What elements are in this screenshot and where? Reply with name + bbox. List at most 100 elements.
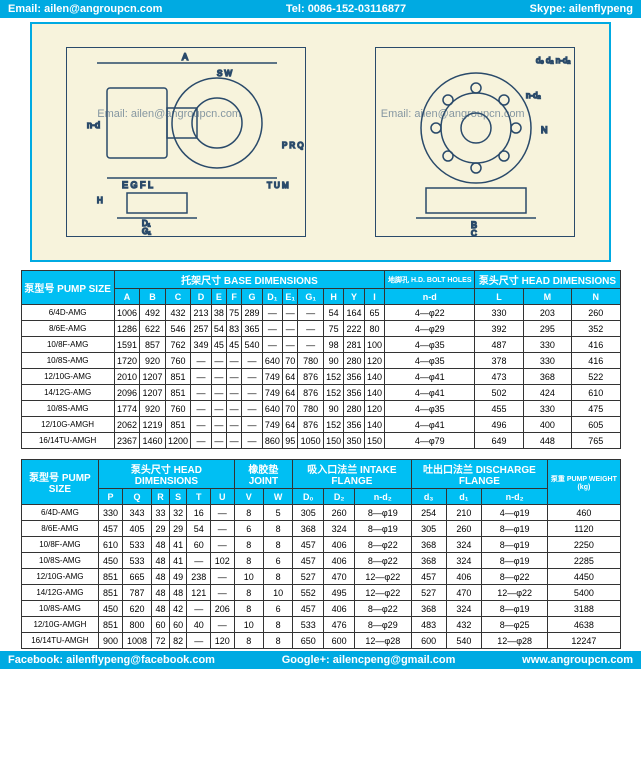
- table-cell: 64: [283, 417, 298, 433]
- col-header: G₁: [298, 289, 324, 305]
- table-cell: 749: [262, 369, 282, 385]
- table-cell: 350: [344, 433, 364, 449]
- table-cell: —: [187, 633, 211, 649]
- table-cell: 8: [234, 537, 263, 553]
- table-cell: —: [262, 321, 282, 337]
- col-header: R: [152, 489, 170, 505]
- table-cell: 10/8F-AMG: [21, 337, 114, 353]
- table-cell: —: [227, 401, 242, 417]
- table-cell: —: [210, 569, 234, 585]
- table-cell: 4—φ29: [385, 321, 475, 337]
- table-cell: 760: [165, 401, 191, 417]
- table-cell: 4—φ22: [385, 305, 475, 321]
- table-row: 8/6E-AMG457405292954—683683248—φ19305260…: [21, 521, 620, 537]
- col-header: N: [571, 289, 620, 305]
- table-cell: 48: [152, 569, 170, 585]
- table-cell: 100: [364, 337, 384, 353]
- col-header: G: [242, 289, 262, 305]
- footer-bar: Facebook: ailenflypeng@facebook.com Goog…: [0, 651, 641, 669]
- table-cell: —: [191, 433, 211, 449]
- pump-side-view-diagram: A n-d E G F L D₁ G₁ H P R Q S W T U M Em…: [66, 47, 306, 237]
- table-cell: 6/4D-AMG: [21, 505, 99, 521]
- table-cell: 8: [263, 569, 292, 585]
- table-cell: 760: [165, 353, 191, 369]
- table-cell: —: [210, 505, 234, 521]
- table-cell: —: [187, 553, 211, 569]
- table-row: 6/4D-AMG330343333216—853052608—φ19254210…: [21, 505, 620, 521]
- table-row: 16/14TU-AMGH236714601200————860951050150…: [21, 433, 620, 449]
- col-header: P: [99, 489, 123, 505]
- table-cell: 164: [344, 305, 364, 321]
- table-cell: 527: [293, 569, 324, 585]
- table-cell: 324: [446, 537, 481, 553]
- table-cell: 368: [411, 553, 446, 569]
- table-cell: —: [211, 417, 226, 433]
- table-row: 12/10G-AMGH20621219851————74964876152356…: [21, 417, 620, 433]
- table-cell: 6: [234, 521, 263, 537]
- table-cell: —: [211, 433, 226, 449]
- table-cell: 876: [298, 385, 324, 401]
- table-cell: 330: [99, 505, 123, 521]
- table-cell: 324: [446, 601, 481, 617]
- table-cell: —: [191, 385, 211, 401]
- table-cell: 254: [411, 505, 446, 521]
- col-header: D₀: [293, 489, 324, 505]
- table-cell: 12—φ22: [355, 585, 412, 601]
- table-cell: 257: [191, 321, 211, 337]
- table-cell: 4—φ35: [385, 353, 475, 369]
- table-cell: 540: [242, 337, 262, 353]
- table-cell: 448: [523, 433, 571, 449]
- table-cell: 457: [99, 521, 123, 537]
- head-dimensions-table: 泵型号 PUMP SIZE 泵头尺寸 HEAD DIMENSIONS 橡胶垫 J…: [21, 459, 621, 649]
- table-cell: 54: [187, 521, 211, 537]
- col-header: Q: [122, 489, 151, 505]
- table-cell: 10/8S-AMG: [21, 353, 114, 369]
- table-cell: 121: [187, 585, 211, 601]
- table-cell: 289: [242, 305, 262, 321]
- table-cell: 356: [344, 385, 364, 401]
- table-cell: 12—φ22: [482, 585, 548, 601]
- table-cell: 210: [446, 505, 481, 521]
- table-cell: 1120: [548, 521, 620, 537]
- table-cell: 780: [298, 401, 324, 417]
- table-cell: —: [242, 369, 262, 385]
- table-cell: 8: [263, 617, 292, 633]
- head-dim-header: 泵头尺寸 HEAD DIMENSIONS: [99, 460, 234, 489]
- table-cell: 90: [323, 353, 343, 369]
- table-row: 14/12G-AMG20961207851————749648761523561…: [21, 385, 620, 401]
- table-row: 12/10G-AMGH851800606040—1085334768—φ2948…: [21, 617, 620, 633]
- svg-text:C: C: [471, 229, 477, 238]
- table-cell: 324: [446, 553, 481, 569]
- table-cell: 98: [323, 337, 343, 353]
- table-cell: 457: [293, 601, 324, 617]
- table-cell: —: [191, 401, 211, 417]
- table-cell: 749: [262, 417, 282, 433]
- table-cell: 260: [571, 305, 620, 321]
- table-cell: 851: [165, 385, 191, 401]
- table-cell: 352: [571, 321, 620, 337]
- svg-text:d₀ d₂ n-d₂: d₀ d₂ n-d₂: [536, 56, 570, 65]
- table-cell: 540: [446, 633, 481, 649]
- table-cell: 60: [169, 617, 187, 633]
- table-cell: 305: [293, 505, 324, 521]
- table-cell: 343: [122, 505, 151, 521]
- pump-front-svg: B C d₀ d₂ n-d₂ n-d₂ N: [376, 48, 576, 238]
- svg-text:T U M: T U M: [267, 181, 289, 190]
- table-cell: 54: [323, 305, 343, 321]
- table-cell: 120: [364, 353, 384, 369]
- table-cell: 6/4D-AMG: [21, 305, 114, 321]
- watermark-text: Email: ailen@angroupcn.com: [381, 108, 525, 120]
- table-cell: 649: [475, 433, 523, 449]
- table-cell: 600: [411, 633, 446, 649]
- table-cell: 64: [283, 369, 298, 385]
- header-skype: Skype: ailenflypeng: [530, 3, 633, 15]
- table-cell: 12—φ22: [355, 569, 412, 585]
- col-header: T: [187, 489, 211, 505]
- table-cell: 40: [187, 617, 211, 633]
- table-cell: 90: [323, 401, 343, 417]
- table-cell: —: [283, 305, 298, 321]
- base-dimensions-table: 泵型号 PUMP SIZE 托架尺寸 BASE DIMENSIONS 地脚孔 H…: [21, 270, 621, 449]
- table-cell: 455: [475, 401, 523, 417]
- table-row: 6/4D-AMG10064924322133875289———54164654—…: [21, 305, 620, 321]
- table-cell: 238: [187, 569, 211, 585]
